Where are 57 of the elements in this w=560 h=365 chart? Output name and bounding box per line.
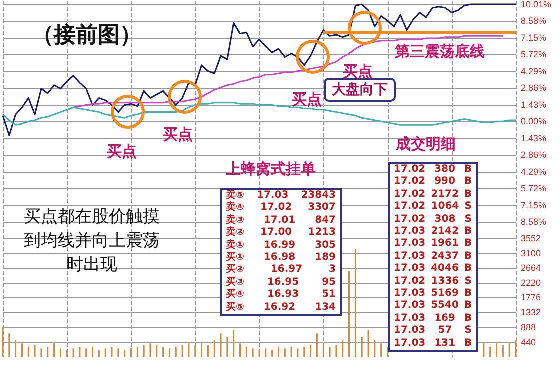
text: 卖③ 17.01 847 — [226, 214, 336, 226]
text: 卖④ 17.02 3307 — [226, 202, 336, 214]
annotation: 17.02 1336 S — [394, 276, 472, 288]
y-tick-label: 10.01% — [521, 0, 552, 10]
annotation: 17.03 2142 B — [394, 226, 472, 238]
text: 卖⑤ 17.03 23843 — [226, 190, 336, 201]
y-tick-label: 4.29% — [521, 66, 547, 76]
annotation: 成交明细 — [396, 135, 456, 154]
annotation: 大盘向下 — [332, 82, 388, 98]
annotation: 17.03 2437 B — [394, 250, 472, 264]
annotation: 买点 — [107, 142, 137, 162]
y2-tick-label: 3100 — [521, 248, 542, 258]
text: 买② 16.97 3 — [226, 264, 336, 276]
text: 卖① 16.99 305 — [226, 240, 336, 251]
text: 买⑤ 16.92 134 — [226, 302, 336, 313]
annotation: 买点都在股价触摸到均线并向上震荡时出现 — [23, 206, 161, 277]
text: 买① 16.98 189 — [226, 252, 336, 264]
y-tick-label: 5.72% — [521, 50, 547, 60]
y-tick-label: 2.86% — [521, 150, 547, 160]
y-tick-label: 1.43% — [521, 133, 547, 144]
annotation: 17.03 1961 B — [394, 238, 472, 251]
annotation: 买点 — [163, 126, 193, 144]
annotation: 17.03 5169 B — [394, 288, 472, 300]
annotation: 上蜂窝式挂单 — [226, 160, 316, 179]
y2-tick-label: 1776 — [521, 292, 542, 303]
annotation: 17.02 2172 B — [394, 188, 472, 202]
y-tick-label: 1.43% — [521, 100, 547, 110]
annotation: 17.03 131 B — [394, 338, 472, 350]
y2-tick-label: 3552 — [521, 233, 542, 244]
annotation: 17.02 1064 S — [394, 201, 472, 214]
text: 买③ 16.95 95 — [226, 276, 336, 288]
annotation: 第三震荡底线 — [395, 42, 485, 62]
annotation: 17.03 5540 B — [394, 300, 472, 313]
annotation: 买点 — [292, 90, 322, 110]
annotation: 17.02 380 B — [394, 164, 472, 176]
annotation: 买点 — [343, 62, 373, 82]
text: 17.03 57 S — [394, 325, 472, 336]
y2-tick-label: 440 — [521, 337, 536, 348]
annotation: （接前图） — [32, 22, 142, 50]
y-tick-label: 0.00% — [521, 116, 547, 127]
annotation: 17.02 308 S — [394, 214, 472, 226]
y2-tick-label: 2220 — [521, 278, 542, 288]
y-tick-label: 8.58% — [521, 217, 547, 228]
y2-tick-label: 1332 — [521, 307, 542, 318]
y-tick-label: 8.58% — [521, 16, 547, 26]
text: 买④ 16.93 51 — [226, 289, 336, 300]
y-tick-label: 7.15% — [521, 200, 547, 210]
y-tick-label: 2.86% — [521, 83, 547, 94]
text: 卖② 17.00 1213 — [226, 227, 336, 238]
annotation: 17.03 4046 B — [394, 263, 472, 276]
y2-tick-label: 2664 — [521, 262, 542, 273]
y2-tick-label: 888 — [521, 322, 536, 332]
y-tick-label: 4.29% — [521, 166, 547, 177]
annotation: 17.03 169 B — [394, 312, 472, 326]
annotation: 17.02 990 B — [394, 176, 472, 189]
y-tick-label: 5.72% — [521, 184, 547, 194]
y-tick-label: 7.15% — [521, 32, 547, 43]
